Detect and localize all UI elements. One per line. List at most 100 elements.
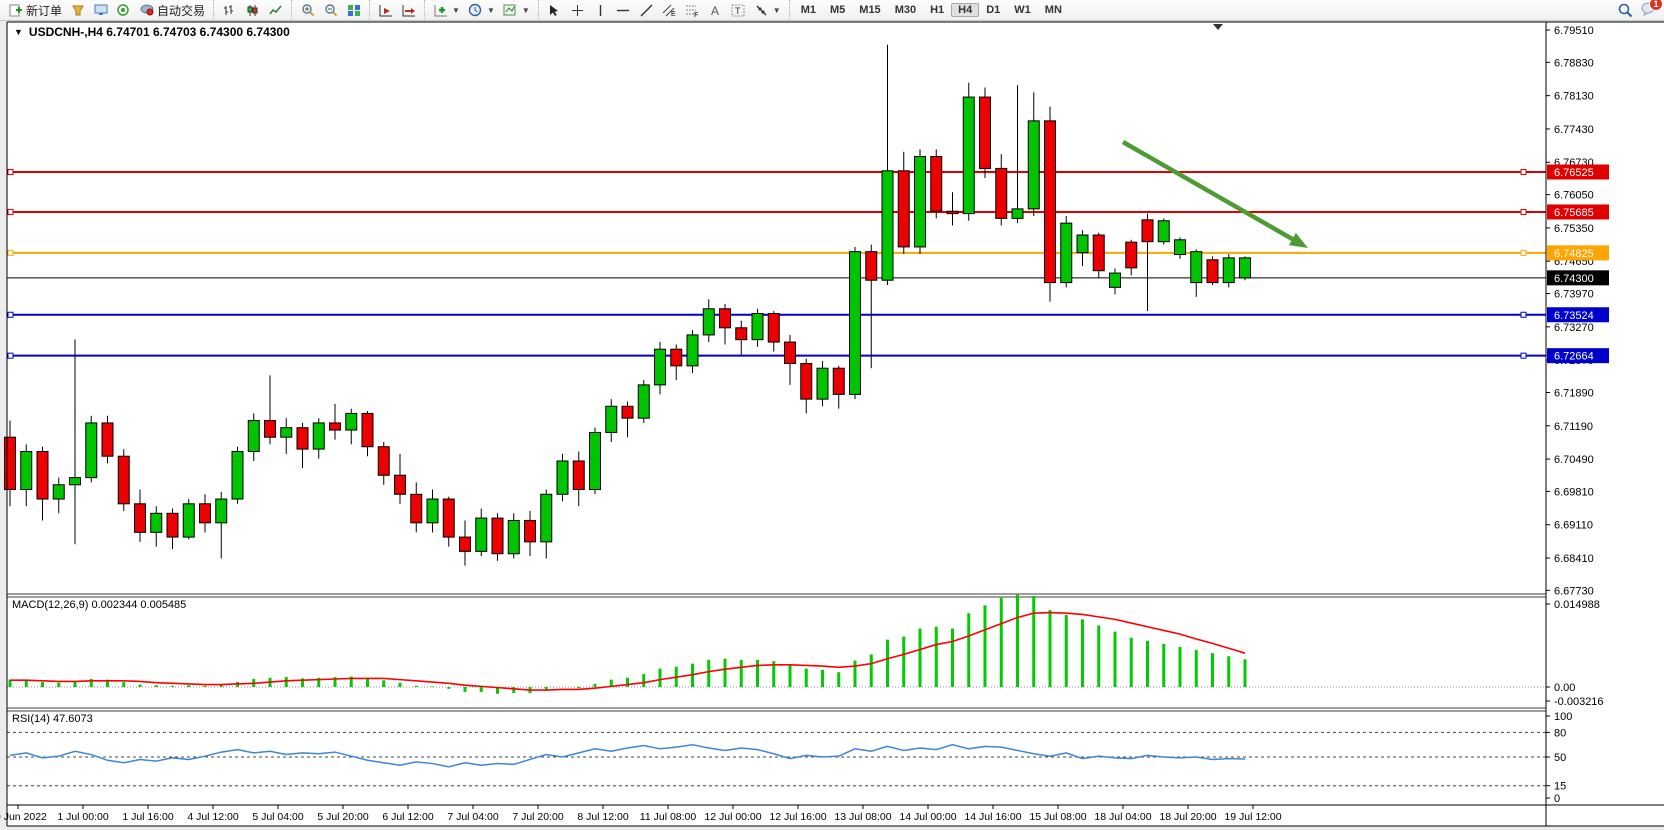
timeframe-m15[interactable]: M15 xyxy=(859,4,881,16)
horizontal-line-icon[interactable] xyxy=(612,2,635,19)
price-axis[interactable] xyxy=(1546,22,1664,805)
price-badge-label: 6.74825 xyxy=(1554,248,1594,260)
price-tick-label: 6.78130 xyxy=(1554,91,1594,103)
candle-bullish xyxy=(85,422,98,479)
candlestick-chart-icon[interactable] xyxy=(241,2,264,19)
chart-canvas[interactable]: 6.795106.788306.781306.774306.767306.760… xyxy=(0,20,1664,830)
bar-chart-icon[interactable] xyxy=(218,2,241,19)
text-icon[interactable]: A xyxy=(704,2,727,19)
candle-bullish xyxy=(1174,239,1186,256)
price-badge-label: 6.74300 xyxy=(1554,273,1594,285)
timeframe-d1[interactable]: D1 xyxy=(986,4,1001,16)
line-chart-icon[interactable] xyxy=(264,2,287,19)
candle-bullish xyxy=(914,156,926,248)
rsi-axis-label: 15 xyxy=(1554,781,1566,793)
fibonacci-icon[interactable]: F xyxy=(681,2,704,19)
svg-text:E: E xyxy=(671,11,676,17)
candle-bearish xyxy=(134,503,146,533)
arrows-button[interactable]: ▼ xyxy=(750,2,785,19)
candle-bearish xyxy=(897,170,910,248)
candle-bearish xyxy=(1125,241,1138,269)
line-handle[interactable] xyxy=(7,352,14,359)
timeframe-h4[interactable]: H4 xyxy=(951,3,980,17)
templates-button[interactable]: ▼ xyxy=(499,2,534,19)
periods-button[interactable]: ▼ xyxy=(464,2,499,19)
chart-shift-marker[interactable] xyxy=(1213,24,1223,30)
line-handle[interactable] xyxy=(7,168,14,175)
navigator-icon[interactable] xyxy=(89,2,112,19)
timeframe-m1[interactable]: M1 xyxy=(800,4,816,16)
candle-bearish xyxy=(865,251,878,281)
time-axis-label: 4 Jul 12:00 xyxy=(187,811,239,823)
rsi-indicator-label: RSI(14) 47.6073 xyxy=(12,713,93,725)
symbol-dropdown-icon[interactable]: ▼ xyxy=(14,27,23,37)
chevron-down-icon: ▼ xyxy=(452,5,460,15)
line-handle[interactable] xyxy=(1520,352,1527,359)
new-order-button[interactable]: 新订单 xyxy=(4,1,66,20)
notification-badge: 1 xyxy=(1649,0,1663,12)
crosshair-icon[interactable] xyxy=(566,2,589,19)
price-tick-label: 6.73270 xyxy=(1554,322,1594,334)
line-handle[interactable] xyxy=(7,208,14,215)
macd-indicator-label: MACD(12,26,9) 0.002344 0.005485 xyxy=(12,599,187,611)
time-axis-label: 6 Jul 12:00 xyxy=(382,811,434,823)
candle-bullish xyxy=(345,412,358,431)
candle-bullish xyxy=(637,384,650,419)
label-icon[interactable]: T xyxy=(727,2,750,19)
chevron-down-icon: ▼ xyxy=(521,5,530,15)
rsi-axis-label: 100 xyxy=(1554,711,1572,723)
channel-icon[interactable]: E xyxy=(658,2,681,19)
pointer-icon[interactable] xyxy=(543,2,566,19)
line-handle[interactable] xyxy=(7,311,14,318)
line-handle[interactable] xyxy=(1520,311,1527,318)
timeframe-h1[interactable]: H1 xyxy=(930,4,945,16)
search-icon[interactable] xyxy=(1618,3,1633,18)
main-toolbar: 新订单 自动交易 xyxy=(0,0,1664,21)
trendline-icon[interactable] xyxy=(635,2,658,19)
trend-arrow-head[interactable] xyxy=(1288,232,1308,248)
candle-bearish xyxy=(524,519,536,543)
candle-bearish xyxy=(784,341,796,364)
chat-button[interactable]: 1 xyxy=(1641,0,1663,19)
line-handle[interactable] xyxy=(7,249,14,256)
market-watch-icon[interactable] xyxy=(66,2,89,19)
signals-icon[interactable] xyxy=(112,2,135,19)
candle-bearish xyxy=(491,517,504,555)
candle-bullish xyxy=(231,450,244,500)
trend-arrow[interactable] xyxy=(1121,140,1294,242)
timeframe-w1[interactable]: W1 xyxy=(1014,4,1031,16)
candle-bearish xyxy=(410,493,423,524)
price-tick-label: 6.73970 xyxy=(1554,289,1594,301)
chart-background xyxy=(7,22,1664,805)
price-tick-label: 6.71890 xyxy=(1554,387,1594,399)
candle-bearish xyxy=(767,313,780,343)
zoom-in-icon[interactable] xyxy=(296,2,319,19)
auto-trading-button[interactable]: 自动交易 xyxy=(135,1,209,20)
auto-scroll-icon[interactable] xyxy=(374,2,397,19)
scroll-group xyxy=(369,0,424,20)
timeframes-group: M1 M5 M15 M30 H1 H4 D1 W1 MN xyxy=(788,0,1073,20)
time-axis-background xyxy=(7,805,1664,826)
candle-bullish xyxy=(1011,208,1024,219)
chart-title: ▼ USDCNH-,H4 6.74701 6.74703 6.74300 6.7… xyxy=(14,25,290,39)
price-tick-label: 6.67730 xyxy=(1554,585,1594,597)
svg-text:F: F xyxy=(694,12,698,17)
tile-windows-icon[interactable] xyxy=(342,2,365,19)
timeframe-mn[interactable]: MN xyxy=(1044,4,1062,16)
candle-bullish xyxy=(816,367,829,400)
zoom-out-icon[interactable] xyxy=(319,2,342,19)
time-axis-label: 19 Jul 12:00 xyxy=(1224,811,1281,823)
time-axis-label: 18 Jul 20:00 xyxy=(1159,811,1216,823)
timeframe-m30[interactable]: M30 xyxy=(894,4,917,16)
vertical-line-icon[interactable] xyxy=(589,2,612,19)
indicators-button[interactable]: ▼ xyxy=(429,2,464,19)
time-axis-label: 12 Jul 16:00 xyxy=(769,811,826,823)
timeframe-m5[interactable]: M5 xyxy=(830,4,846,16)
chart-shift-icon[interactable] xyxy=(397,2,420,19)
time-axis-label: 11 Jul 08:00 xyxy=(640,811,697,823)
line-handle[interactable] xyxy=(1520,208,1527,215)
price-tick-label: 6.71190 xyxy=(1554,421,1593,433)
rsi-axis-label: 0 xyxy=(1554,793,1560,805)
line-handle[interactable] xyxy=(1520,249,1527,256)
line-handle[interactable] xyxy=(1520,168,1527,175)
